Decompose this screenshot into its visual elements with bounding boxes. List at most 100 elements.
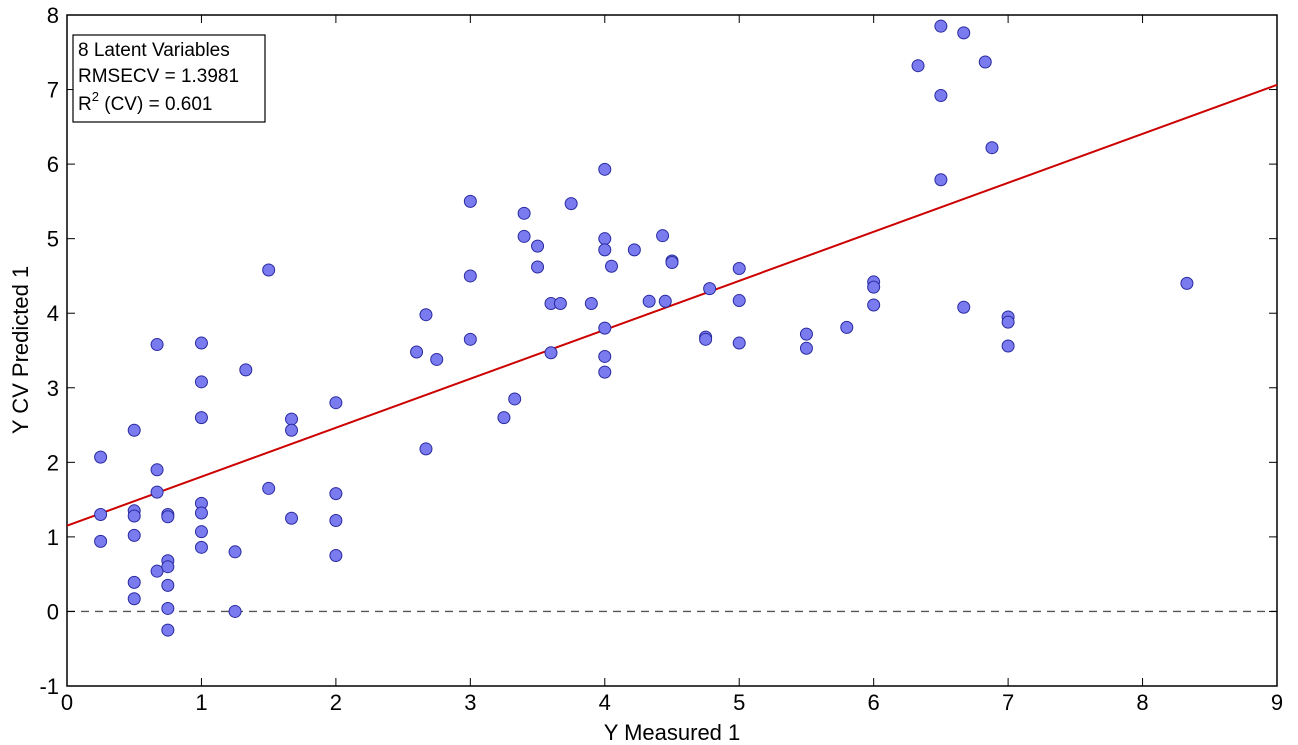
data-point	[598, 232, 612, 246]
data-point	[1001, 339, 1015, 353]
data-point	[410, 345, 424, 359]
data-point	[194, 540, 208, 554]
x-tick-label: 9	[1271, 690, 1283, 715]
data-point	[957, 300, 971, 314]
data-point	[517, 229, 531, 243]
y-axis-title: Y CV Predicted 1	[8, 266, 33, 434]
x-tick-label: 1	[195, 690, 207, 715]
data-point	[228, 604, 242, 618]
data-point	[497, 411, 511, 425]
data-point	[584, 297, 598, 311]
data-point	[508, 392, 522, 406]
y-tick-label: 7	[47, 78, 59, 103]
data-point	[329, 396, 343, 410]
y-tick-label: 8	[47, 3, 59, 28]
data-point	[665, 256, 679, 270]
x-tick-label: 4	[599, 690, 611, 715]
data-point	[329, 487, 343, 501]
data-point	[463, 269, 477, 283]
data-point	[150, 338, 164, 352]
data-point	[194, 506, 208, 520]
data-point	[329, 549, 343, 563]
data-point	[262, 263, 276, 277]
x-tick-label: 8	[1136, 690, 1148, 715]
y-tick-label: 3	[47, 376, 59, 401]
data-point	[732, 261, 746, 275]
data-point	[598, 365, 612, 379]
annotation-r2-sup: 2	[92, 89, 99, 104]
data-point	[94, 450, 108, 464]
data-point	[867, 298, 881, 312]
data-point	[598, 243, 612, 257]
data-point	[732, 336, 746, 350]
data-point	[262, 481, 276, 495]
data-point	[517, 206, 531, 220]
data-point	[642, 294, 656, 308]
data-point	[957, 26, 971, 40]
annotation-rmsecv: RMSECV = 1.3981	[78, 66, 239, 87]
x-tick-label: 0	[61, 690, 73, 715]
y-tick-label: 6	[47, 152, 59, 177]
data-point	[985, 141, 999, 155]
data-point	[840, 320, 854, 334]
x-tick-label: 2	[330, 690, 342, 715]
data-point	[463, 332, 477, 346]
data-point	[94, 508, 108, 522]
y-tick-label: 1	[47, 525, 59, 550]
data-point	[1180, 276, 1194, 290]
x-tick-label: 3	[464, 690, 476, 715]
data-point	[194, 525, 208, 539]
data-point	[564, 197, 578, 211]
data-point	[598, 162, 612, 176]
data-point	[150, 463, 164, 477]
data-point	[658, 294, 672, 308]
x-axis-title: Y Measured 1	[604, 720, 741, 745]
y-tick-label: 4	[47, 301, 59, 326]
data-point	[285, 423, 299, 437]
data-point	[627, 243, 641, 257]
data-point	[161, 560, 175, 574]
y-tick-label: 2	[47, 450, 59, 475]
data-point	[531, 260, 545, 274]
data-point	[598, 321, 612, 335]
data-point	[194, 411, 208, 425]
data-point	[430, 352, 444, 366]
data-point	[285, 511, 299, 525]
data-point	[934, 89, 948, 103]
data-point	[934, 19, 948, 33]
data-point	[161, 601, 175, 615]
data-point	[194, 336, 208, 350]
data-point	[285, 412, 299, 426]
data-point	[699, 332, 713, 346]
data-point	[419, 308, 433, 322]
data-point	[598, 349, 612, 363]
y-tick-label: 5	[47, 227, 59, 252]
data-point	[605, 259, 618, 273]
annotation-r2-prefix: R	[78, 94, 92, 115]
data-point	[867, 280, 881, 294]
data-point	[703, 282, 717, 296]
data-point	[1001, 315, 1015, 329]
data-point	[463, 194, 477, 208]
data-point	[127, 592, 141, 606]
annotation-r2-suffix: (CV) = 0.601	[99, 94, 213, 115]
data-point	[161, 623, 175, 637]
data-point	[161, 510, 175, 524]
data-point	[94, 534, 108, 548]
x-tick-label: 5	[733, 690, 745, 715]
x-tick-label: 6	[868, 690, 880, 715]
data-point	[732, 294, 746, 308]
data-point	[544, 346, 558, 360]
data-point	[934, 173, 948, 187]
data-point	[239, 363, 253, 377]
data-point	[228, 545, 242, 559]
data-point	[799, 341, 813, 355]
data-point	[978, 55, 992, 69]
annotation-latent-variables: 8 Latent Variables	[78, 40, 230, 61]
data-point	[799, 327, 813, 341]
data-point	[161, 578, 175, 592]
y-tick-label: 0	[47, 599, 59, 624]
data-point	[150, 485, 164, 499]
data-point	[656, 229, 670, 243]
